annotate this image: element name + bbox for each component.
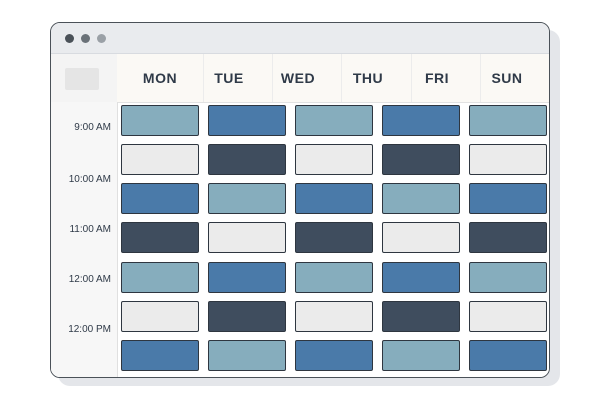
- time-label: 10:00 AM: [68, 174, 111, 185]
- event-block[interactable]: [295, 262, 373, 293]
- event-block[interactable]: [382, 183, 460, 214]
- day-header[interactable]: TUE: [186, 54, 273, 102]
- event-block[interactable]: [121, 144, 199, 175]
- event-block[interactable]: [469, 301, 547, 332]
- event-block[interactable]: [295, 105, 373, 136]
- event-block[interactable]: [382, 105, 460, 136]
- event-block[interactable]: [469, 105, 547, 136]
- calendar-view: MON TUE WED THU FRI SUN 9:00 AM 10:00 AM…: [51, 54, 549, 377]
- event-block[interactable]: [208, 183, 286, 214]
- event-block[interactable]: [208, 144, 286, 175]
- corner-placeholder: [65, 68, 99, 90]
- event-block[interactable]: [121, 340, 199, 371]
- time-label: 9:00 AM: [74, 122, 111, 133]
- day-header-row: MON TUE WED THU FRI SUN: [117, 54, 549, 103]
- event-block[interactable]: [121, 262, 199, 293]
- close-dot-icon[interactable]: [65, 34, 74, 43]
- event-block[interactable]: [121, 183, 199, 214]
- event-grid: [117, 102, 549, 377]
- event-block[interactable]: [382, 301, 460, 332]
- event-block[interactable]: [295, 183, 373, 214]
- event-block[interactable]: [469, 222, 547, 253]
- event-block[interactable]: [469, 183, 547, 214]
- day-header[interactable]: WED: [255, 54, 342, 102]
- day-header[interactable]: THU: [325, 54, 412, 102]
- time-label: 11:00 AM: [69, 224, 111, 235]
- event-block[interactable]: [469, 340, 547, 371]
- event-block[interactable]: [295, 144, 373, 175]
- event-block[interactable]: [121, 222, 199, 253]
- event-block[interactable]: [121, 105, 199, 136]
- event-block[interactable]: [382, 144, 460, 175]
- time-column: 9:00 AM 10:00 AM 11:00 AM 12:00 AM 12:00…: [51, 102, 118, 377]
- event-block[interactable]: [295, 340, 373, 371]
- event-block[interactable]: [382, 262, 460, 293]
- event-block[interactable]: [295, 222, 373, 253]
- event-block[interactable]: [382, 222, 460, 253]
- corner-cell: [51, 54, 118, 103]
- day-header[interactable]: SUN: [464, 54, 549, 102]
- minimize-dot-icon[interactable]: [81, 34, 90, 43]
- event-block[interactable]: [208, 105, 286, 136]
- time-label: 12:00 PM: [68, 324, 111, 335]
- zoom-dot-icon[interactable]: [97, 34, 106, 43]
- event-block[interactable]: [469, 144, 547, 175]
- event-block[interactable]: [208, 262, 286, 293]
- time-label: 12:00 AM: [68, 274, 111, 285]
- event-block[interactable]: [295, 301, 373, 332]
- event-block[interactable]: [469, 262, 547, 293]
- title-bar: [51, 23, 549, 54]
- event-block[interactable]: [208, 222, 286, 253]
- calendar-window: MON TUE WED THU FRI SUN 9:00 AM 10:00 AM…: [50, 22, 550, 378]
- event-block[interactable]: [382, 340, 460, 371]
- event-block[interactable]: [121, 301, 199, 332]
- event-block[interactable]: [208, 340, 286, 371]
- event-block[interactable]: [208, 301, 286, 332]
- day-header[interactable]: FRI: [394, 54, 481, 102]
- day-header[interactable]: MON: [117, 54, 204, 102]
